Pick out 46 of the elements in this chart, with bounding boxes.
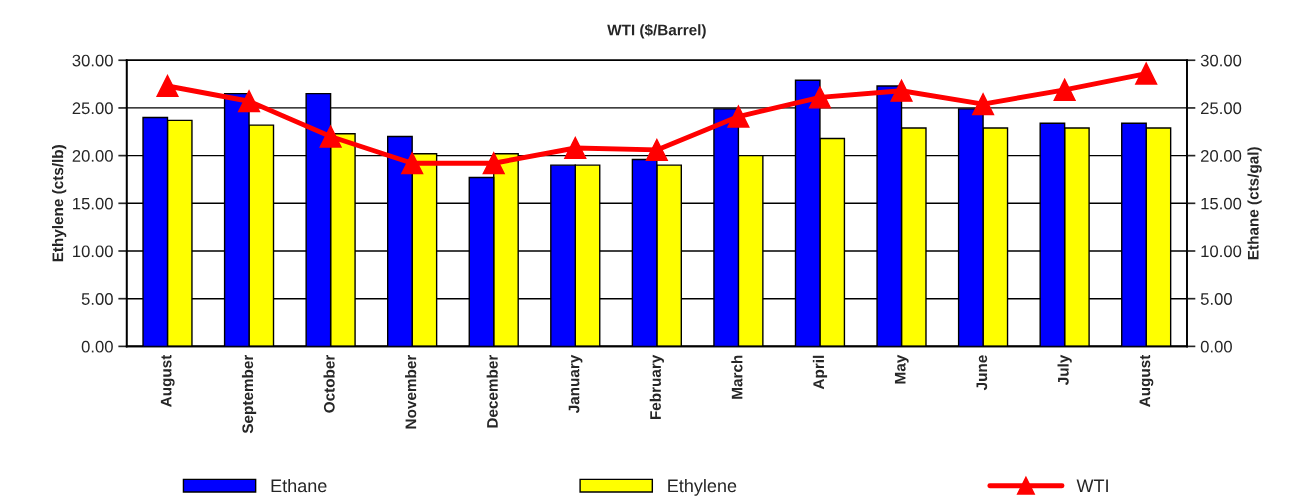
point	[564, 136, 587, 160]
y-tick-label: 30.00	[72, 54, 113, 67]
x-tick-label: May	[894, 354, 909, 384]
x-tick-label: December	[486, 354, 498, 428]
y2-tick-label: 30.00	[1200, 54, 1242, 67]
chart-title: WTI ($/Barrel)	[607, 23, 706, 39]
y2-tick-label: 20.00	[1201, 150, 1242, 162]
point	[401, 152, 424, 175]
point	[808, 86, 832, 109]
point	[890, 79, 913, 102]
x-tick-label: August	[1139, 354, 1154, 407]
y2-tick-label: 10.00	[1201, 245, 1242, 258]
point	[482, 152, 505, 175]
point	[1135, 62, 1158, 85]
x-tick-label: October	[323, 354, 335, 413]
y2-tick-label: 25.00	[1201, 102, 1242, 115]
y-tick-label: 0.00	[81, 340, 113, 353]
y2-tick-label: 5.00	[1200, 293, 1232, 305]
point	[645, 138, 668, 162]
y-tick-label: 10.00	[73, 245, 113, 258]
x-tick-label: September	[241, 354, 257, 434]
x-tick-label: November	[405, 354, 417, 429]
x-tick-label: June	[976, 355, 988, 391]
y-axis-title: Ethylene (cts/lb)	[52, 145, 67, 262]
x-tick-label: April	[812, 355, 828, 390]
y2-tick-label: 15.00	[1201, 197, 1242, 210]
y-tick-label: 25.00	[72, 102, 113, 115]
point	[971, 93, 995, 116]
y-tick-label: 15.00	[73, 197, 113, 210]
y2-axis-title: Ethane (cts/gal)	[1247, 147, 1262, 260]
point	[1053, 78, 1076, 101]
y2-tick-label: 0.00	[1200, 340, 1232, 353]
point	[237, 90, 261, 113]
y-tick-label: 20.00	[72, 150, 113, 162]
legend-label: Ethylene	[668, 478, 737, 496]
x-tick-label: January	[568, 354, 583, 414]
point	[156, 74, 179, 98]
x-tick-label: July	[1057, 354, 1072, 386]
x-tick-label: February	[649, 354, 664, 420]
legend-label: Ethane	[271, 478, 327, 493]
legend-label: WTI	[1076, 479, 1108, 493]
point	[319, 125, 342, 148]
y-tick-label: 5.00	[81, 293, 113, 305]
point	[727, 105, 750, 128]
x-tick-label: August	[160, 354, 175, 407]
x-tick-label: March	[731, 355, 743, 399]
